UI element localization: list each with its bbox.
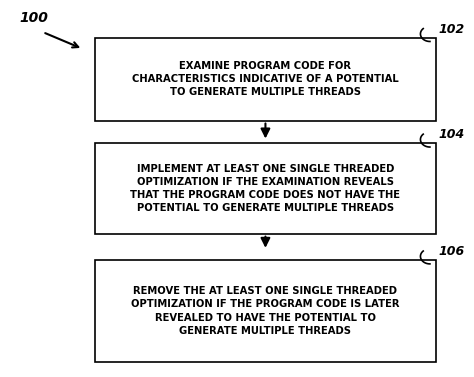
Bar <box>95 38 436 121</box>
Text: IMPLEMENT AT LEAST ONE SINGLE THREADED
OPTIMIZATION IF THE EXAMINATION REVEALS
T: IMPLEMENT AT LEAST ONE SINGLE THREADED O… <box>130 164 401 213</box>
Bar <box>95 143 436 234</box>
Text: REMOVE THE AT LEAST ONE SINGLE THREADED
OPTIMIZATION IF THE PROGRAM CODE IS LATE: REMOVE THE AT LEAST ONE SINGLE THREADED … <box>131 286 400 336</box>
Text: 102: 102 <box>438 23 465 36</box>
Text: 100: 100 <box>19 11 48 25</box>
Bar <box>95 260 436 362</box>
Text: EXAMINE PROGRAM CODE FOR
CHARACTERISTICS INDICATIVE OF A POTENTIAL
TO GENERATE M: EXAMINE PROGRAM CODE FOR CHARACTERISTICS… <box>132 61 399 97</box>
Text: 104: 104 <box>438 129 465 141</box>
Text: 106: 106 <box>438 245 465 258</box>
